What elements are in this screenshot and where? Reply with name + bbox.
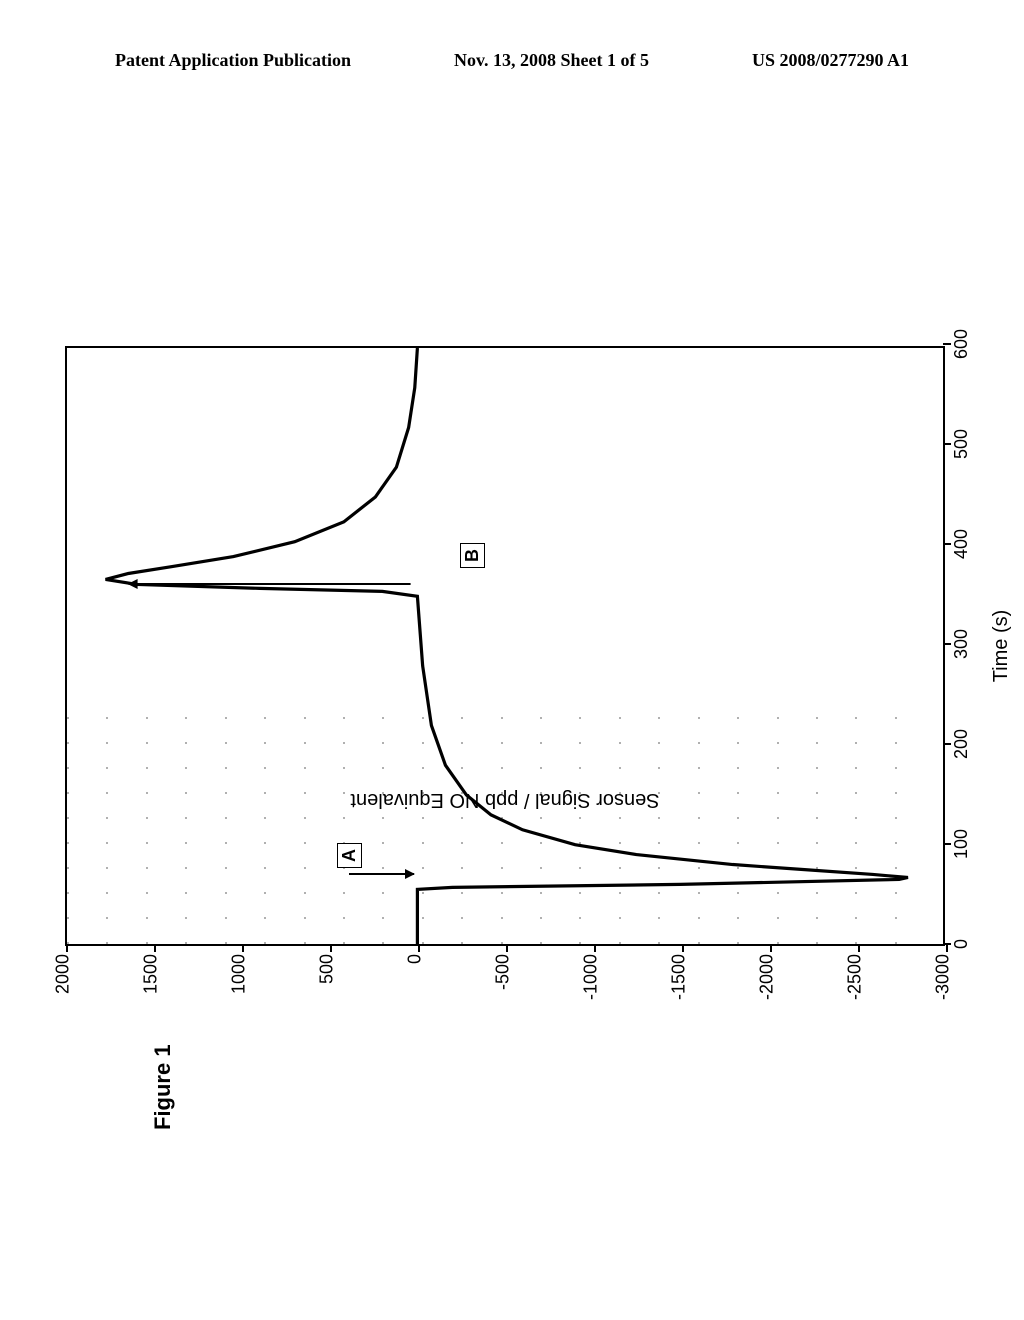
y-tick-label: 500 xyxy=(317,944,338,984)
annotation-a: A xyxy=(337,843,362,868)
annotation-b-arrow xyxy=(129,583,411,585)
figure-label: Figure 1 xyxy=(150,1044,176,1130)
annotation-a-arrow xyxy=(349,873,414,875)
sensor-signal-line xyxy=(67,348,943,944)
y-tick-label: -500 xyxy=(493,944,514,990)
y-tick-label: -2500 xyxy=(845,944,866,1000)
y-tick-label: -2000 xyxy=(757,944,778,1000)
plot-area: -3000-2500-2000-1500-1000-50005001000150… xyxy=(65,346,945,946)
annotation-b: B xyxy=(460,543,485,568)
y-tick-label: 1500 xyxy=(141,944,162,994)
y-tick-label: 1000 xyxy=(229,944,250,994)
header-right: US 2008/0277290 A1 xyxy=(752,50,909,71)
page-header: Patent Application Publication Nov. 13, … xyxy=(0,50,1024,71)
y-tick-label: 2000 xyxy=(53,944,74,994)
y-tick-label: -1000 xyxy=(581,944,602,1000)
y-tick-label: 0 xyxy=(405,944,426,964)
y-tick-label: -3000 xyxy=(933,944,954,1000)
x-axis-label: Time (s) xyxy=(990,610,1013,683)
header-left: Patent Application Publication xyxy=(115,50,351,71)
header-center: Nov. 13, 2008 Sheet 1 of 5 xyxy=(454,50,649,71)
y-tick-label: -1500 xyxy=(669,944,690,1000)
chart: -3000 -2500 -2000 -1500 -1000 -500 0 500 1000 150… xyxy=(55,326,1024,1026)
